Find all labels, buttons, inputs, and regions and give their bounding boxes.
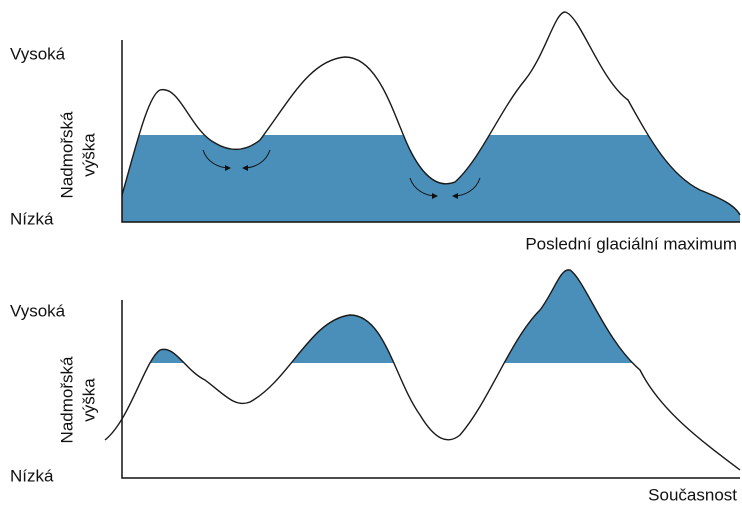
low-label: Nízká: [10, 209, 54, 228]
axis-label: Nadmořská: [57, 356, 76, 443]
panel-present: Vysoká Nadmořská výška Nízká Současnost: [10, 260, 742, 504]
axis-label: výška: [79, 378, 98, 422]
axis-label: výška: [79, 133, 98, 177]
diagram: Vysoká Nadmořská výška Nízká Poslední gl…: [0, 0, 742, 506]
axis-label: Nadmořská: [57, 111, 76, 198]
ice-fill: [100, 260, 742, 363]
panel-glacial: Vysoká Nadmořská výška Nízká Poslední gl…: [10, 12, 742, 253]
axis: [122, 300, 740, 478]
high-label: Vysoká: [10, 44, 66, 63]
high-label: Vysoká: [10, 301, 66, 320]
caption: Současnost: [648, 485, 737, 504]
ice-fill: [100, 135, 742, 222]
terrain-profile: [105, 270, 740, 470]
caption: Poslední glaciální maximum: [525, 234, 737, 253]
low-label: Nízká: [10, 466, 54, 485]
